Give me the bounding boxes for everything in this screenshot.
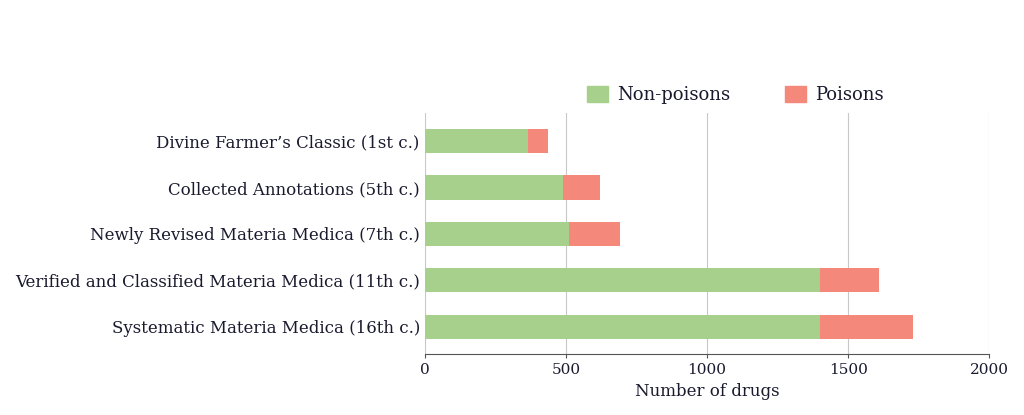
Bar bbox=[568, 222, 620, 246]
X-axis label: Number of drugs: Number of drugs bbox=[635, 383, 779, 400]
Bar bbox=[425, 176, 563, 200]
Bar bbox=[425, 315, 820, 339]
Bar bbox=[820, 315, 913, 339]
Bar bbox=[820, 268, 880, 292]
Bar bbox=[527, 129, 548, 153]
Bar bbox=[425, 222, 568, 246]
Legend: Non-poisons, Poisons: Non-poisons, Poisons bbox=[580, 79, 891, 112]
Bar bbox=[563, 176, 600, 200]
Bar bbox=[425, 268, 820, 292]
Bar bbox=[425, 129, 527, 153]
